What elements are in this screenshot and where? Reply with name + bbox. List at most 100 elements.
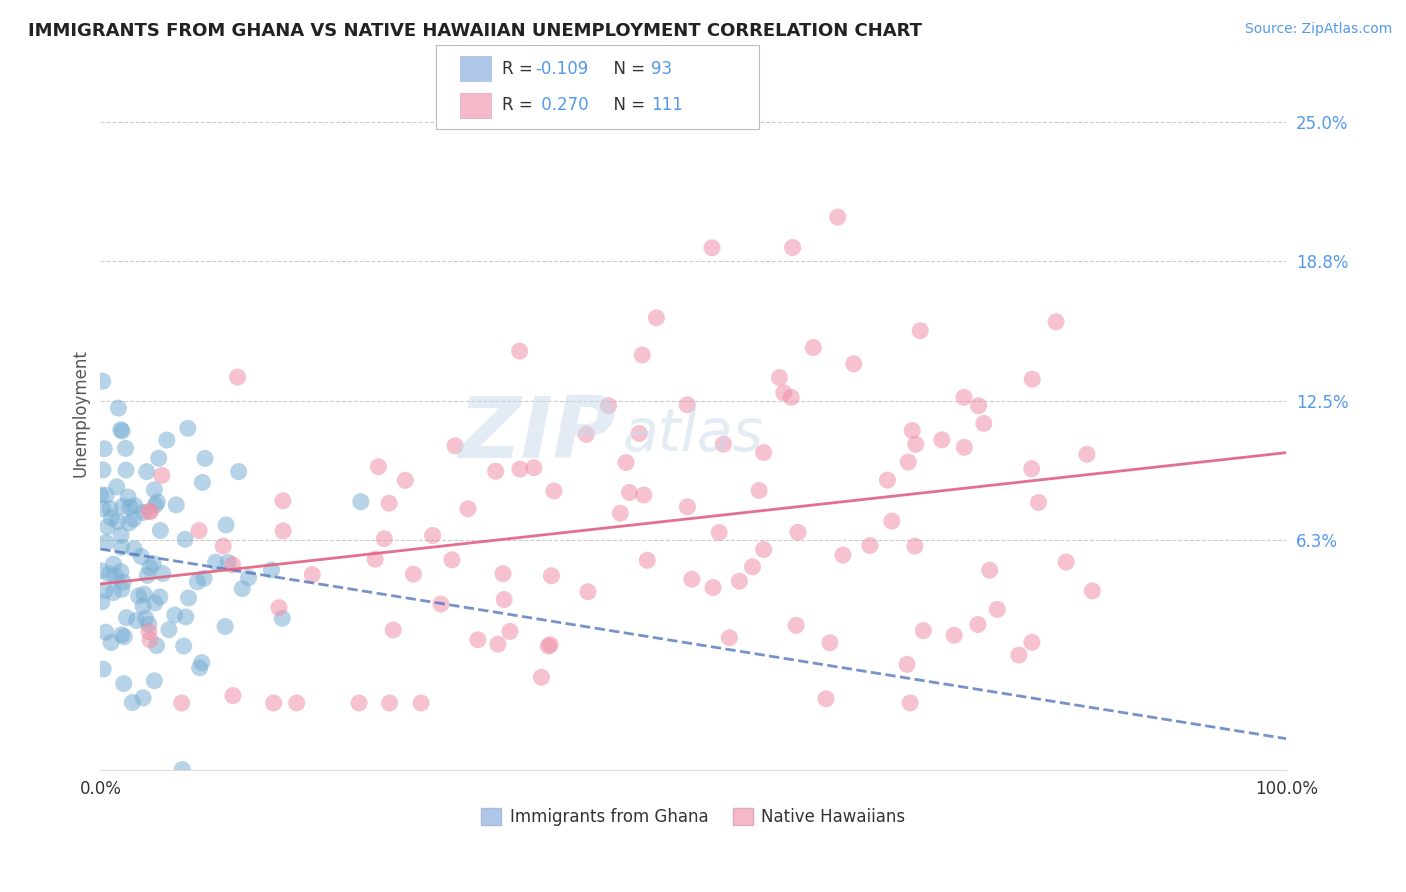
Point — [285, 696, 308, 710]
Point — [132, 690, 155, 705]
Text: Source: ZipAtlas.com: Source: ZipAtlas.com — [1244, 22, 1392, 37]
Point — [645, 310, 668, 325]
Point — [177, 421, 200, 435]
Point — [631, 348, 654, 362]
Point — [440, 553, 463, 567]
Point — [943, 628, 966, 642]
Point — [540, 568, 562, 582]
Point — [842, 357, 865, 371]
Point — [260, 563, 283, 577]
Point — [707, 525, 730, 540]
Point — [901, 424, 924, 438]
Point — [91, 501, 114, 516]
Point — [499, 624, 522, 639]
Point — [142, 557, 165, 571]
Point — [859, 539, 882, 553]
Point — [741, 559, 763, 574]
Point — [177, 591, 200, 605]
Point — [132, 587, 155, 601]
Point — [186, 574, 208, 589]
Point — [1045, 315, 1067, 329]
Point — [772, 385, 794, 400]
Point — [91, 662, 114, 676]
Point — [105, 480, 128, 494]
Point — [149, 524, 172, 538]
Point — [146, 495, 169, 509]
Point — [149, 590, 172, 604]
Point — [188, 524, 211, 538]
Point — [174, 610, 197, 624]
Point — [143, 673, 166, 688]
Point — [815, 691, 838, 706]
Point — [194, 451, 217, 466]
Point — [263, 696, 285, 710]
Point — [898, 696, 921, 710]
Point — [104, 569, 127, 583]
Point — [231, 582, 253, 596]
Point — [1054, 555, 1077, 569]
Point — [912, 624, 935, 638]
Point — [523, 460, 546, 475]
Text: N =: N = — [603, 96, 651, 114]
Point — [138, 505, 160, 519]
Point — [124, 499, 146, 513]
Point — [191, 656, 214, 670]
Point — [818, 636, 841, 650]
Point — [172, 763, 194, 777]
Point — [728, 574, 751, 589]
Point — [117, 490, 139, 504]
Point — [112, 630, 135, 644]
Point — [111, 424, 134, 438]
Point — [636, 553, 658, 567]
Point — [876, 473, 898, 487]
Point — [780, 390, 803, 404]
Point — [204, 555, 226, 569]
Point — [681, 572, 703, 586]
Point — [98, 567, 121, 582]
Point — [1021, 372, 1043, 386]
Point — [110, 528, 132, 542]
Point — [271, 493, 294, 508]
Point — [121, 696, 143, 710]
Point — [676, 500, 699, 514]
Point — [110, 565, 132, 579]
Point — [110, 423, 132, 437]
Point — [953, 390, 976, 404]
Point — [378, 696, 401, 710]
Text: -0.109: -0.109 — [536, 60, 589, 78]
Point — [212, 539, 235, 553]
Point — [165, 498, 187, 512]
Point — [494, 592, 516, 607]
Point — [103, 557, 125, 571]
Point — [609, 506, 631, 520]
Point — [785, 618, 807, 632]
Point — [139, 504, 162, 518]
Point — [457, 501, 479, 516]
Point — [214, 619, 236, 633]
Point — [110, 628, 132, 642]
Point — [350, 494, 373, 508]
Point — [191, 475, 214, 490]
Point — [111, 500, 134, 514]
Point — [880, 514, 903, 528]
Point — [100, 510, 122, 524]
Point — [713, 437, 735, 451]
Point — [90, 488, 112, 502]
Point — [467, 632, 489, 647]
Point — [112, 676, 135, 690]
Point — [908, 324, 931, 338]
Point — [107, 515, 129, 529]
Point — [373, 532, 395, 546]
Point — [1008, 648, 1031, 662]
Point — [143, 596, 166, 610]
Point — [115, 463, 138, 477]
Point — [156, 433, 179, 447]
Point — [135, 465, 157, 479]
Point — [896, 657, 918, 672]
Point — [110, 541, 132, 555]
Point — [931, 433, 953, 447]
Point — [787, 525, 810, 540]
Point — [129, 549, 152, 564]
Point — [700, 241, 723, 255]
Point — [444, 439, 467, 453]
